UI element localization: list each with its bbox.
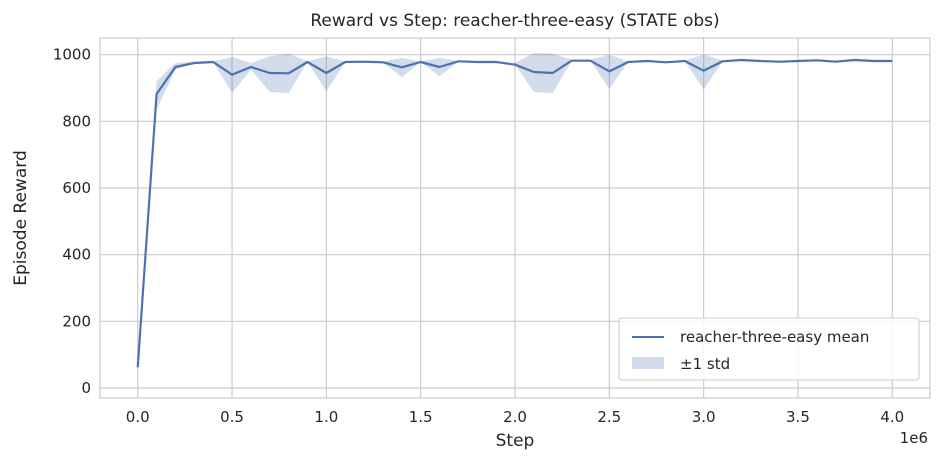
x-tick-labels: 0.0 0.5 1.0 1.5 2.0 2.5 3.0 3.5 4.0	[126, 408, 904, 426]
chart-title: Reward vs Step: reacher-three-easy (STAT…	[310, 11, 719, 31]
legend-band-swatch	[632, 357, 664, 369]
y-tick-labels: 0 200 400 600 800 1000	[53, 46, 91, 397]
y-axis-label: Episode Reward	[11, 150, 31, 285]
y-tick-label: 600	[62, 179, 91, 197]
x-tick-label: 2.0	[503, 408, 527, 426]
series-line-mean	[136, 58, 893, 368]
legend: reacher-three-easy mean ±1 std	[618, 317, 920, 381]
x-tick-label: 0.0	[126, 408, 150, 426]
x-tick-label: 2.5	[597, 408, 621, 426]
x-scale-offset-label: 1e6	[900, 429, 928, 447]
y-tick-label: 800	[62, 112, 91, 130]
y-tick-label: 400	[62, 246, 91, 264]
legend-label-mean: reacher-three-easy mean	[680, 328, 869, 346]
y-tick-label: 1000	[53, 46, 91, 64]
x-axis-label: Step	[496, 431, 535, 451]
x-tick-label: 4.0	[880, 408, 904, 426]
y-tick-label: 200	[62, 312, 91, 330]
legend-box	[618, 317, 920, 381]
x-tick-label: 0.5	[220, 408, 244, 426]
y-tick-label: 0	[81, 379, 91, 397]
x-tick-label: 3.0	[692, 408, 716, 426]
x-tick-label: 1.0	[314, 408, 338, 426]
grid-lines	[100, 38, 930, 398]
legend-label-std: ±1 std	[680, 355, 730, 373]
x-tick-label: 3.5	[786, 408, 810, 426]
x-tick-label: 1.5	[409, 408, 433, 426]
